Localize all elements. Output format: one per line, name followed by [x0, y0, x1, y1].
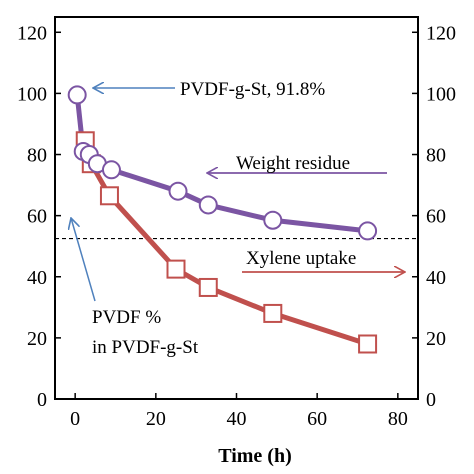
y-tick-label-left: 20 [27, 328, 47, 350]
y-tick-label-left: 0 [37, 389, 47, 411]
x-tick-label: 60 [307, 408, 327, 430]
y-tick-label-right: 80 [426, 145, 446, 167]
y-tick-label-right: 0 [426, 389, 436, 411]
annotation-pvdf-percent-line1: PVDF % [92, 307, 161, 328]
annotation-pvdf-g-st: PVDF-g-St, 91.8% [180, 79, 325, 100]
x-tick-label: 0 [70, 408, 80, 430]
point-weight-residue [263, 210, 283, 230]
point-xylene-uptake [263, 303, 283, 323]
y-tick-label-left: 80 [27, 145, 47, 167]
annotation-weight-residue: Weight residue [236, 153, 350, 174]
x-tick-label: 40 [227, 408, 247, 430]
point-weight-residue [67, 85, 87, 105]
y-tick-label-right: 120 [426, 22, 456, 44]
y-tick-label-right: 20 [426, 328, 446, 350]
point-xylene-uptake [198, 277, 218, 297]
arrow-pvdf-percent [71, 218, 96, 302]
point-weight-residue [198, 195, 218, 215]
annotation-pvdf-percent-line2: in PVDF-g-St [92, 337, 199, 358]
point-weight-residue [101, 160, 121, 180]
point-weight-residue [358, 221, 378, 241]
annotation-xylene-uptake: Xylene uptake [246, 248, 356, 269]
point-xylene-uptake [99, 186, 119, 206]
point-xylene-uptake [358, 334, 378, 354]
y-tick-label-right: 40 [426, 267, 446, 289]
x-tick-label: 80 [388, 408, 408, 430]
y-tick-label-left: 60 [27, 206, 47, 228]
x-axis-title: Time (h) [218, 445, 292, 467]
y-tick-label-right: 100 [426, 83, 456, 105]
y-tick-label-left: 100 [17, 83, 47, 105]
y-tick-label-left: 40 [27, 267, 47, 289]
x-tick-label: 20 [146, 408, 166, 430]
point-weight-residue [168, 181, 188, 201]
y-tick-label-left: 120 [17, 22, 47, 44]
y-tick-label-right: 60 [426, 206, 446, 228]
point-xylene-uptake [166, 259, 186, 279]
